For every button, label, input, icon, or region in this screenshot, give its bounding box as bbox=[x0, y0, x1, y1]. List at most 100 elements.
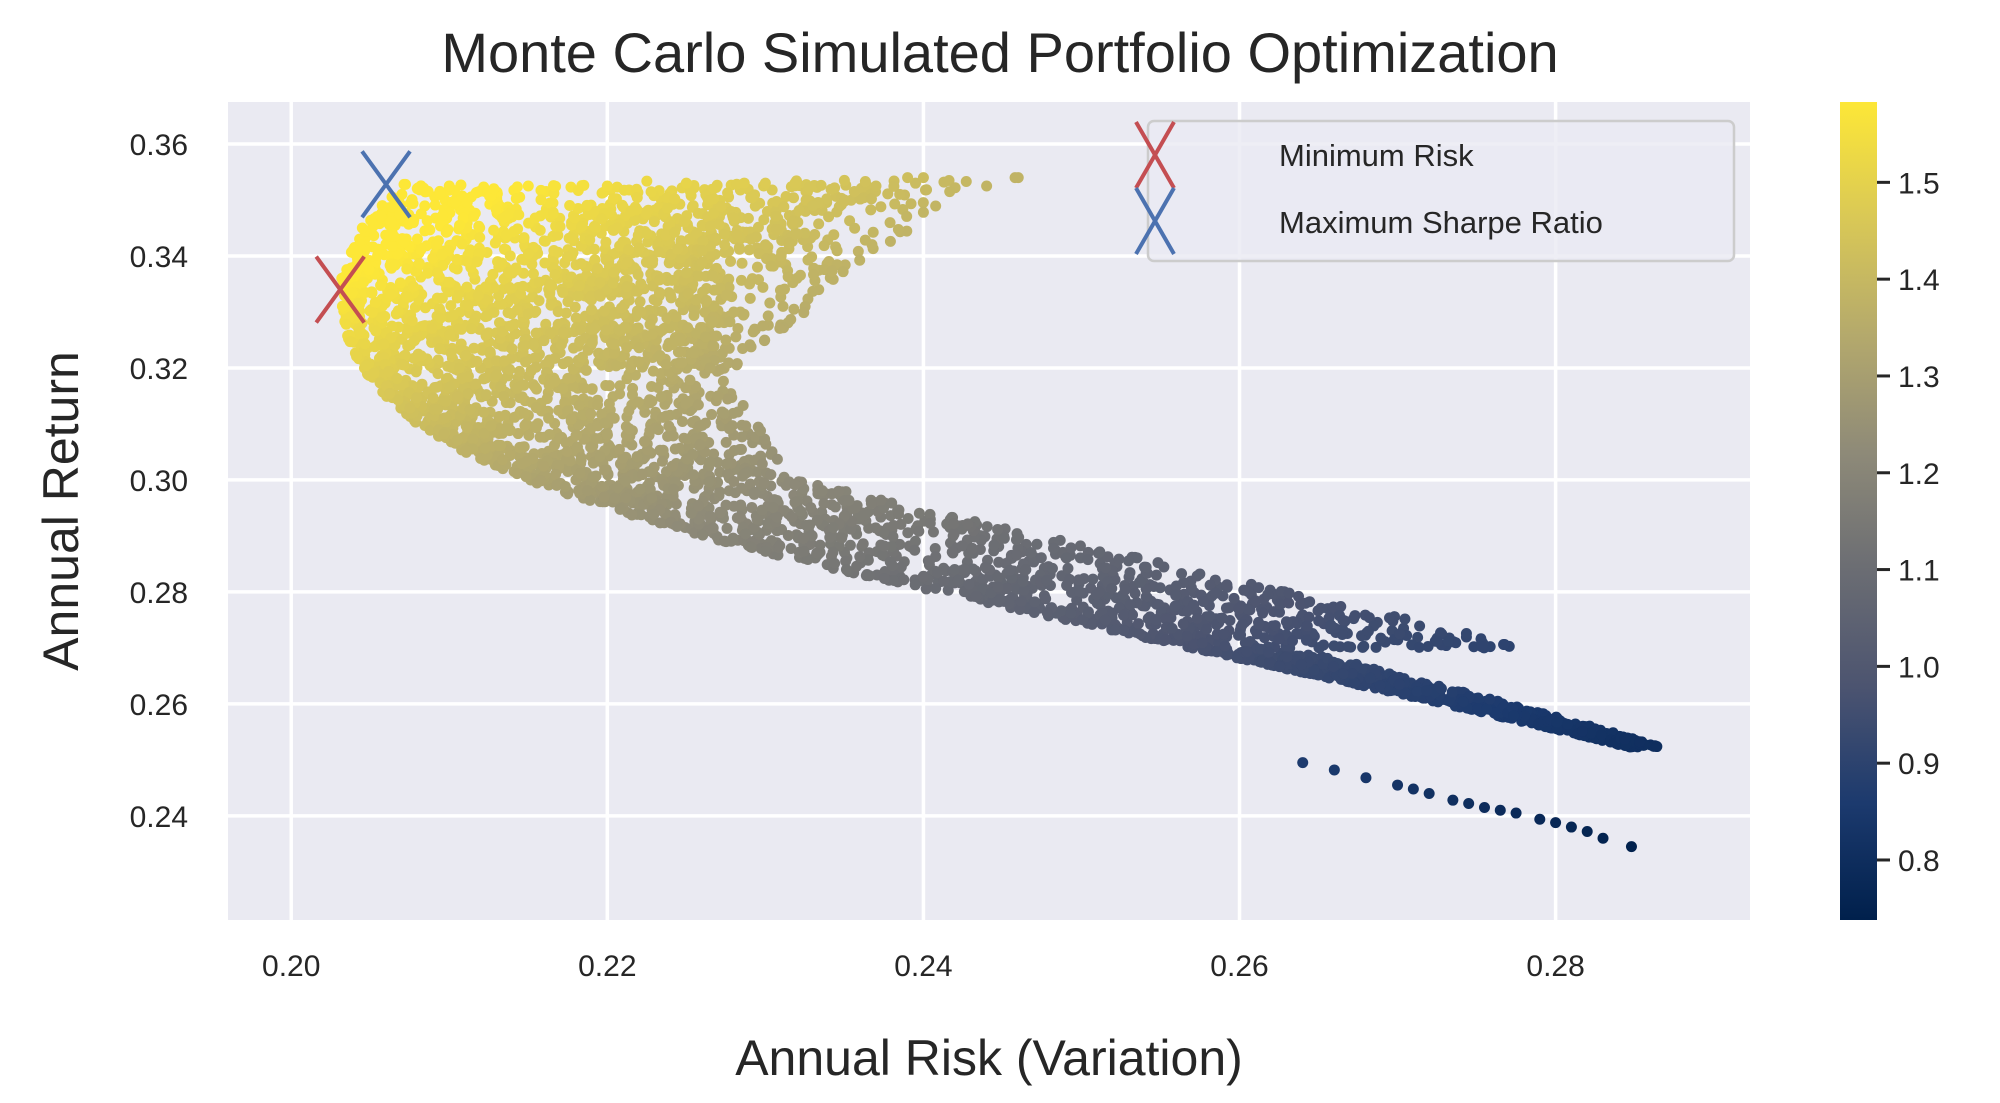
portfolio-point bbox=[518, 407, 530, 419]
portfolio-point bbox=[706, 270, 718, 282]
portfolio-point bbox=[656, 455, 668, 467]
portfolio-point bbox=[671, 520, 683, 532]
portfolio-point bbox=[920, 583, 932, 595]
portfolio-point bbox=[1241, 646, 1253, 658]
portfolio-point bbox=[946, 546, 958, 558]
portfolio-point bbox=[1242, 603, 1254, 615]
legend-x-icon-red bbox=[1134, 121, 1176, 189]
portfolio-point bbox=[407, 217, 419, 229]
portfolio-point bbox=[527, 268, 539, 280]
portfolio-point bbox=[762, 310, 774, 322]
minimum-risk-marker bbox=[314, 255, 366, 324]
portfolio-point bbox=[722, 393, 734, 405]
portfolio-point bbox=[1364, 672, 1376, 684]
portfolio-point bbox=[1134, 628, 1146, 640]
portfolio-point bbox=[909, 535, 921, 547]
portfolio-point bbox=[535, 194, 547, 206]
portfolio-point bbox=[952, 574, 964, 586]
portfolio-point bbox=[798, 545, 810, 557]
portfolio-point bbox=[472, 289, 484, 301]
portfolio-point bbox=[1308, 664, 1320, 676]
portfolio-point bbox=[1102, 551, 1114, 563]
portfolio-point bbox=[493, 440, 505, 452]
portfolio-point bbox=[774, 322, 786, 334]
portfolio-point bbox=[517, 441, 529, 453]
portfolio-point bbox=[859, 234, 871, 246]
portfolio-point bbox=[800, 519, 812, 531]
portfolio-point bbox=[761, 205, 773, 217]
portfolio-point bbox=[894, 188, 906, 200]
portfolio-point bbox=[704, 362, 716, 374]
portfolio-point bbox=[431, 238, 443, 250]
portfolio-point bbox=[789, 177, 801, 189]
portfolio-point bbox=[461, 281, 473, 293]
portfolio-point bbox=[550, 468, 562, 480]
portfolio-point bbox=[410, 366, 422, 378]
portfolio-point bbox=[506, 343, 518, 355]
portfolio-point bbox=[902, 513, 914, 525]
portfolio-point bbox=[789, 496, 801, 508]
portfolio-point bbox=[429, 199, 441, 211]
portfolio-point bbox=[589, 322, 601, 334]
portfolio-point bbox=[712, 390, 724, 402]
portfolio-point bbox=[644, 425, 656, 437]
portfolio-point bbox=[442, 224, 454, 236]
portfolio-point bbox=[1065, 542, 1077, 554]
portfolio-point bbox=[749, 200, 761, 212]
portfolio-point bbox=[553, 404, 565, 416]
portfolio-point bbox=[697, 286, 709, 298]
portfolio-point bbox=[829, 182, 841, 194]
portfolio-point bbox=[970, 590, 982, 602]
portfolio-point bbox=[718, 408, 730, 420]
portfolio-point bbox=[657, 444, 669, 456]
portfolio-point bbox=[685, 507, 697, 519]
portfolio-point bbox=[1328, 640, 1340, 652]
portfolio-point bbox=[1412, 631, 1424, 643]
portfolio-point bbox=[581, 199, 593, 211]
portfolio-point bbox=[500, 229, 512, 241]
portfolio-point bbox=[416, 378, 428, 390]
portfolio-point bbox=[1082, 606, 1094, 618]
portfolio-point bbox=[1018, 584, 1030, 596]
portfolio-point bbox=[691, 227, 703, 239]
portfolio-point bbox=[376, 312, 388, 324]
portfolio-point bbox=[1100, 614, 1112, 626]
portfolio-point bbox=[408, 335, 420, 347]
portfolio-point bbox=[510, 193, 522, 205]
portfolio-point bbox=[826, 265, 838, 277]
portfolio-point bbox=[777, 300, 789, 312]
portfolio-point bbox=[981, 180, 993, 192]
portfolio-point bbox=[535, 184, 547, 196]
portfolio-point bbox=[878, 526, 890, 538]
portfolio-point bbox=[948, 518, 960, 530]
portfolio-point bbox=[543, 412, 555, 424]
portfolio-point bbox=[523, 248, 535, 260]
portfolio-point bbox=[557, 383, 569, 395]
legend: Minimum Risk Maximum Sharpe Ratio bbox=[1134, 119, 1736, 263]
portfolio-point bbox=[498, 391, 510, 403]
portfolio-point bbox=[626, 509, 638, 521]
portfolio-point bbox=[967, 563, 979, 575]
portfolio-point bbox=[578, 382, 590, 394]
portfolio-point bbox=[1510, 807, 1522, 819]
portfolio-point bbox=[598, 491, 610, 503]
portfolio-point bbox=[588, 220, 600, 232]
portfolio-point bbox=[1221, 579, 1233, 591]
portfolio-point bbox=[443, 180, 455, 192]
portfolio-point bbox=[757, 320, 769, 332]
portfolio-point bbox=[1073, 574, 1085, 586]
portfolio-point bbox=[1166, 622, 1178, 634]
portfolio-point bbox=[1281, 651, 1293, 663]
portfolio-point bbox=[1565, 821, 1577, 833]
portfolio-point bbox=[621, 256, 633, 268]
portfolio-point bbox=[438, 428, 450, 440]
portfolio-point bbox=[1060, 552, 1072, 564]
portfolio-point bbox=[818, 240, 830, 252]
portfolio-point bbox=[646, 328, 658, 340]
portfolio-point bbox=[663, 420, 675, 432]
portfolio-point bbox=[1118, 625, 1130, 637]
portfolio-point bbox=[693, 420, 705, 432]
portfolio-point bbox=[829, 501, 841, 513]
portfolio-point bbox=[738, 177, 750, 189]
portfolio-point bbox=[557, 358, 569, 370]
